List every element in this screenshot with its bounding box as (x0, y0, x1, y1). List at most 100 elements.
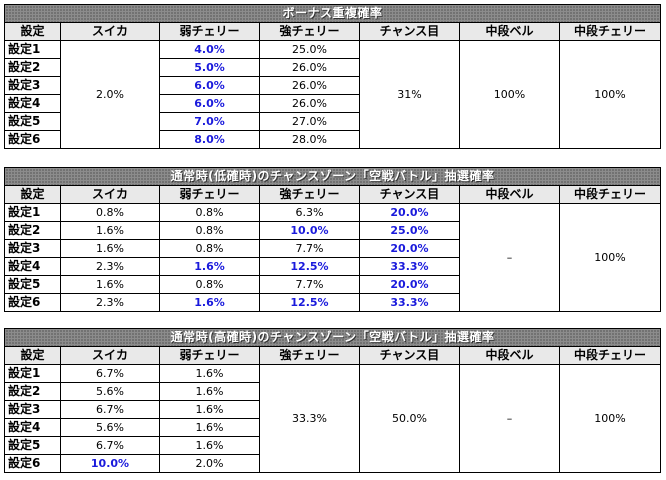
table-row: 設定6 2.3% 1.6% 12.5% 33.3% (4, 293, 661, 312)
header-middle-bell: 中段ベル (459, 346, 560, 365)
setting-label: 設定5 (4, 112, 61, 131)
bonus-overlap-table: ボーナス重複確率 設定 スイカ 弱チェリー 強チェリー チャンス目 中段ベル 中… (3, 4, 662, 149)
strong-cherry-value: 12.5% (259, 293, 360, 312)
strong-cherry-value: 28.0% (259, 130, 360, 149)
weak-cherry-value: 7.0% (159, 112, 260, 131)
table-row: 設定4 6.0% 26.0% (4, 94, 661, 113)
suika-value: 0.8% (60, 203, 160, 222)
suika-value: 6.7% (60, 436, 160, 455)
weak-cherry-value: 4.0% (159, 40, 260, 59)
setting-label: 設定2 (4, 58, 61, 77)
header-setting: 設定 (4, 22, 61, 41)
table-title: ボーナス重複確率 (3, 4, 662, 23)
header-setting: 設定 (4, 346, 61, 365)
weak-cherry-value: 0.8% (159, 239, 260, 258)
setting-label: 設定4 (4, 94, 61, 113)
table-title: 通常時(高確時)のチャンスゾーン「空戦バトル」抽選確率 (3, 328, 662, 347)
weak-cherry-value: 1.6% (159, 382, 260, 401)
setting-label: 設定6 (4, 293, 61, 312)
weak-cherry-value: 2.0% (159, 454, 260, 473)
table-row: 設定3 6.7% 1.6% (4, 400, 661, 419)
suika-value: 1.6% (60, 275, 160, 294)
weak-cherry-value: 1.6% (159, 400, 260, 419)
weak-cherry-value: 1.6% (159, 418, 260, 437)
chance-me-value: 33.3% (359, 257, 460, 276)
suika-value: 6.7% (60, 400, 160, 419)
header-chance-me: チャンス目 (359, 346, 460, 365)
header-middle-cherry: 中段チェリー (558, 346, 662, 365)
strong-cherry-value: 7.7% (259, 275, 360, 294)
chance-me-value: 20.0% (359, 239, 460, 258)
table-row: 設定4 2.3% 1.6% 12.5% 33.3% (4, 257, 661, 276)
middle-bell-value: 100% (459, 40, 560, 149)
chance-me-value: 50.0% (359, 364, 460, 473)
strong-cherry-value: 10.0% (259, 221, 360, 240)
suika-value: 6.7% (60, 364, 160, 383)
strong-cherry-value: 25.0% (259, 40, 360, 59)
header-strong-cherry: 強チェリー (259, 185, 360, 204)
table-row: 設定1 0.8% 0.8% 6.3% 20.0% – 100% (4, 203, 662, 312)
table-row: 設定1 6.7% 1.6% 33.3% 50.0% – 100% (4, 364, 662, 473)
header-middle-cherry: 中段チェリー (558, 22, 662, 41)
weak-cherry-value: 6.0% (159, 94, 260, 113)
header-weak-cherry: 弱チェリー (159, 185, 260, 204)
suika-value: 1.6% (60, 239, 160, 258)
suika-value: 2.0% (60, 40, 160, 149)
header-setting: 設定 (4, 185, 61, 204)
table-row: 設定4 5.6% 1.6% (4, 418, 661, 437)
weak-cherry-value: 1.6% (159, 364, 260, 383)
strong-cherry-value: 26.0% (259, 94, 360, 113)
header-row: 設定 スイカ 弱チェリー 強チェリー チャンス目 中段ベル 中段チェリー (4, 22, 662, 41)
weak-cherry-value: 1.6% (159, 257, 260, 276)
strong-cherry-value: 26.0% (259, 58, 360, 77)
suika-value: 10.0% (60, 454, 160, 473)
header-strong-cherry: 強チェリー (259, 346, 360, 365)
weak-cherry-value: 8.0% (159, 130, 260, 149)
weak-cherry-value: 0.8% (159, 203, 260, 222)
header-suika: スイカ (60, 346, 160, 365)
setting-label: 設定5 (4, 436, 61, 455)
setting-label: 設定1 (4, 40, 61, 59)
setting-label: 設定3 (4, 239, 61, 258)
table-row: 設定3 1.6% 0.8% 7.7% 20.0% (4, 239, 661, 258)
chance-me-value: 20.0% (359, 203, 460, 222)
weak-cherry-value: 1.6% (159, 436, 260, 455)
strong-cherry-value: 6.3% (259, 203, 360, 222)
setting-label: 設定6 (4, 130, 61, 149)
setting-label: 設定2 (4, 221, 61, 240)
middle-cherry-value: 100% (558, 203, 662, 312)
suika-value: 5.6% (60, 382, 160, 401)
weak-cherry-value: 0.8% (159, 221, 260, 240)
header-weak-cherry: 弱チェリー (159, 22, 260, 41)
chance-me-value: 20.0% (359, 275, 460, 294)
setting-label: 設定5 (4, 275, 61, 294)
strong-cherry-value: 33.3% (259, 364, 360, 473)
header-weak-cherry: 弱チェリー (159, 346, 260, 365)
low-prob-chance-zone-table: 通常時(低確時)のチャンスゾーン「空戦バトル」抽選確率 設定 スイカ 弱チェリー… (3, 167, 662, 312)
table-row: 設定6 8.0% 28.0% (4, 130, 661, 149)
header-suika: スイカ (60, 22, 160, 41)
header-middle-cherry: 中段チェリー (558, 185, 662, 204)
chance-me-value: 31% (359, 40, 460, 149)
setting-label: 設定1 (4, 364, 61, 383)
strong-cherry-value: 27.0% (259, 112, 360, 131)
header-middle-bell: 中段ベル (459, 185, 560, 204)
chance-me-value: 25.0% (359, 221, 460, 240)
table-row: 設定6 10.0% 2.0% (4, 454, 661, 473)
middle-bell-value: – (459, 364, 560, 473)
suika-value: 1.6% (60, 221, 160, 240)
table-row: 設定1 2.0% 4.0% 25.0% 31% 100% 100% (4, 40, 662, 149)
table-title: 通常時(低確時)のチャンスゾーン「空戦バトル」抽選確率 (3, 167, 662, 186)
setting-label: 設定4 (4, 418, 61, 437)
header-chance-me: チャンス目 (359, 22, 460, 41)
weak-cherry-value: 1.6% (159, 293, 260, 312)
setting-label: 設定3 (4, 76, 61, 95)
table-row: 設定2 5.0% 26.0% (4, 58, 661, 77)
table-row: 設定5 6.7% 1.6% (4, 436, 661, 455)
middle-cherry-value: 100% (558, 40, 662, 149)
setting-label: 設定3 (4, 400, 61, 419)
strong-cherry-value: 7.7% (259, 239, 360, 258)
setting-label: 設定6 (4, 454, 61, 473)
table-row: 設定2 5.6% 1.6% (4, 382, 661, 401)
high-prob-chance-zone-table: 通常時(高確時)のチャンスゾーン「空戦バトル」抽選確率 設定 スイカ 弱チェリー… (3, 328, 662, 473)
